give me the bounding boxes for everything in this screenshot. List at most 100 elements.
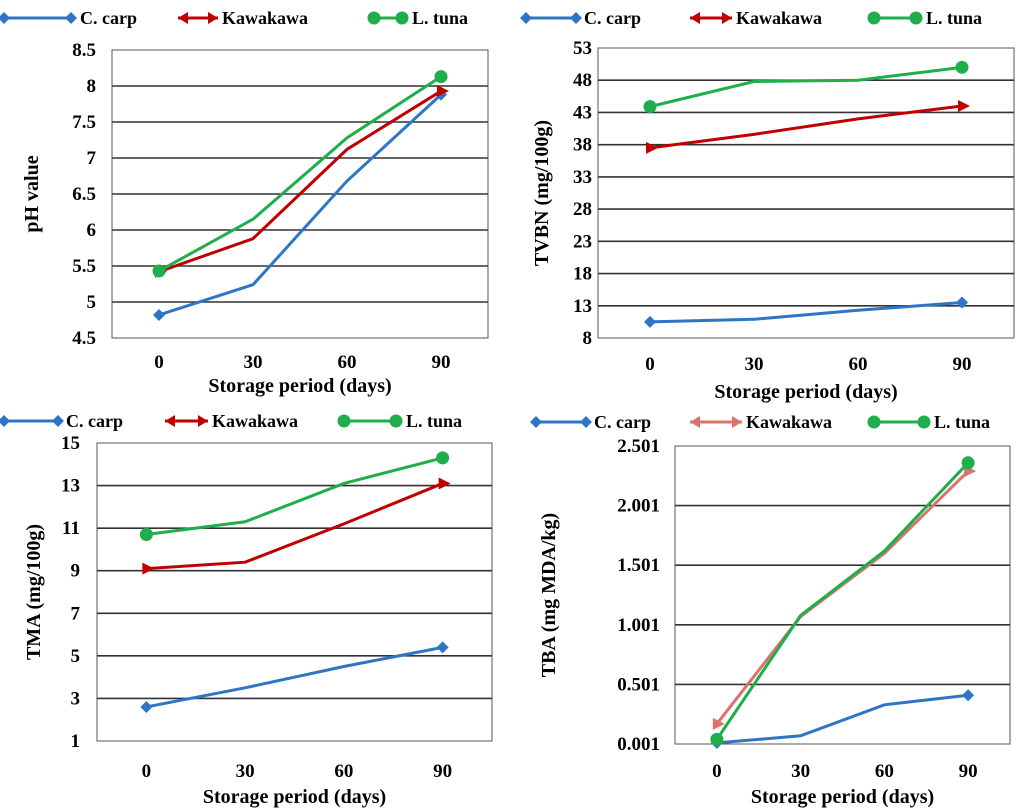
legend-marker xyxy=(570,12,582,24)
legend-marker xyxy=(867,11,881,25)
legend-arrow-right xyxy=(198,415,208,427)
x-axis-title: Storage period (days) xyxy=(751,786,934,808)
legend-label: Kawakawa xyxy=(222,8,308,28)
y-tick-label: 33 xyxy=(573,167,592,188)
y-tick-label: 8 xyxy=(87,76,97,97)
legend-marker xyxy=(367,11,381,25)
data-point xyxy=(152,264,166,278)
y-tick-label: 3 xyxy=(71,688,81,709)
series-line-c-carp xyxy=(158,93,443,317)
plot-area xyxy=(597,47,1015,339)
x-tick-label: 60 xyxy=(875,761,894,782)
y-tick-label: 38 xyxy=(573,135,592,156)
legend-label: Kawakawa xyxy=(736,8,822,28)
y-tick-label: 13 xyxy=(61,476,80,497)
data-point xyxy=(436,451,450,465)
legend-label: Kawakawa xyxy=(746,412,832,432)
data-point xyxy=(955,60,969,74)
chart-panel-4: 0.001 0.501 1.001 1.501 2.001 2.501 0 30 60 90 Sto… xyxy=(530,412,1011,808)
legend-arrow-left xyxy=(165,415,175,427)
y-tick-label: 15 xyxy=(61,433,80,454)
y-tick-label: 8.5 xyxy=(72,40,96,61)
legend-marker xyxy=(337,414,351,428)
x-tick-label: 60 xyxy=(338,352,357,373)
legend-marker xyxy=(580,416,592,428)
legend-label: L. tuna xyxy=(406,411,462,431)
y-tick-label: 1 xyxy=(71,731,81,752)
data-point xyxy=(140,700,153,713)
plot-area xyxy=(674,445,1011,745)
legend-marker xyxy=(395,11,409,25)
series-line-kawakawa xyxy=(158,89,442,274)
y-axis-title: pH value xyxy=(21,155,43,232)
y-tick-label: 7.5 xyxy=(72,112,96,133)
data-point xyxy=(710,732,724,746)
y-tick-label: 0.001 xyxy=(617,734,660,755)
y-tick-label: 23 xyxy=(573,231,592,252)
chart-panel-1: 4.5 5 5.5 6 6.5 7 7.5 8 8.5 0 30 60 90 Storage period… xyxy=(0,8,489,397)
x-tick-label: 30 xyxy=(745,354,764,375)
x-tick-label: 60 xyxy=(334,761,353,782)
x-tick-label: 0 xyxy=(712,761,722,782)
legend-marker xyxy=(530,416,542,428)
data-point xyxy=(956,296,968,309)
data-point xyxy=(139,528,153,542)
y-tick-label: 6 xyxy=(87,220,97,241)
data-point xyxy=(436,641,449,654)
data-point xyxy=(434,70,448,84)
x-axis-title: Storage period (days) xyxy=(714,381,897,403)
y-tick-label: 11 xyxy=(62,518,80,539)
series-line-c-carp xyxy=(146,645,443,709)
y-tick-label: 5 xyxy=(71,646,81,667)
legend-arrow-left xyxy=(178,12,188,24)
x-tick-label: 0 xyxy=(154,352,164,373)
y-tick-label: 13 xyxy=(573,296,592,317)
y-tick-label: 53 xyxy=(573,38,592,59)
y-tick-label: 28 xyxy=(573,199,592,220)
y-tick-label: 48 xyxy=(573,70,592,91)
x-axis-title: Storage period (days) xyxy=(203,786,386,808)
legend-marker xyxy=(0,415,10,427)
series-line-l-tuna xyxy=(715,461,970,741)
legend-label: C. carp xyxy=(594,412,651,432)
y-tick-label: 1.001 xyxy=(617,615,660,636)
legend-marker xyxy=(0,12,10,24)
series-line-kawakawa xyxy=(649,104,963,150)
legend-marker xyxy=(917,415,931,429)
series-line-kawakawa xyxy=(146,482,444,571)
legend-marker xyxy=(65,12,77,24)
y-tick-label: 7 xyxy=(71,603,81,624)
y-tick-label: 6.5 xyxy=(72,184,96,205)
y-tick-label: 43 xyxy=(573,102,592,123)
y-tick-label: 5.5 xyxy=(72,256,96,277)
legend-arrow-left xyxy=(690,416,700,428)
legend-marker xyxy=(389,414,403,428)
series-line-l-tuna xyxy=(146,456,444,537)
series-line-l-tuna xyxy=(649,65,963,109)
y-tick-label: 9 xyxy=(71,561,81,582)
legend-label: L. tuna xyxy=(934,412,990,432)
legend-arrow-right xyxy=(208,12,218,24)
legend-label: L. tuna xyxy=(412,8,468,28)
y-tick-label: 0.501 xyxy=(617,674,660,695)
legend-arrow-left xyxy=(690,12,700,24)
legend-arrow-right xyxy=(732,416,742,428)
legend-label: C. carp xyxy=(584,8,641,28)
series-line-l-tuna xyxy=(158,75,442,273)
series-line-c-carp xyxy=(716,693,969,745)
data-point xyxy=(962,689,975,702)
legend-marker xyxy=(52,415,64,427)
legend-arrow-right xyxy=(722,12,732,24)
data-point xyxy=(646,141,658,154)
legend-marker xyxy=(909,11,923,25)
legend-label: C. carp xyxy=(80,8,137,28)
y-axis-title: TMA (mg/100g) xyxy=(23,524,45,660)
legend-marker xyxy=(867,415,881,429)
x-tick-label: 90 xyxy=(433,761,452,782)
legend-label: L. tuna xyxy=(926,8,982,28)
data-point xyxy=(961,456,975,470)
data-point xyxy=(958,100,970,112)
x-tick-label: 30 xyxy=(244,352,263,373)
